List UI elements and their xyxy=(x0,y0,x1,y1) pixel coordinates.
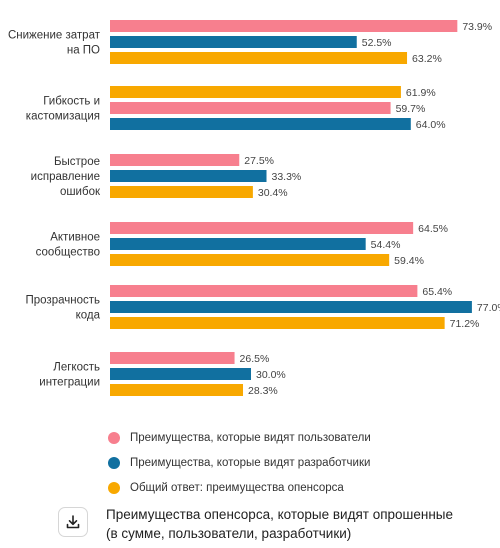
bar-developers xyxy=(110,238,366,250)
data-label-users: 64.5% xyxy=(418,223,448,235)
chart-footer: Преимущества опенсорса, которые видят оп… xyxy=(58,505,478,543)
bar-users xyxy=(110,222,414,234)
data-label-developers: 33.3% xyxy=(272,171,302,183)
data-label-users: 26.5% xyxy=(240,353,270,365)
data-label-users: 59.7% xyxy=(396,103,426,115)
category-label: Снижение затрат xyxy=(8,30,101,42)
data-label-developers: 52.5% xyxy=(362,37,392,49)
bar-developers xyxy=(110,301,472,313)
bar-developers xyxy=(110,368,251,380)
caption-line-1: Преимущества опенсорса, которые видят оп… xyxy=(106,507,453,522)
bar-overall xyxy=(110,186,253,198)
category-label: Активное xyxy=(50,232,100,244)
download-button[interactable] xyxy=(58,507,88,537)
data-label-overall: 71.2% xyxy=(450,318,480,330)
data-label-overall: 61.9% xyxy=(406,87,436,99)
legend: Преимущества, которые видят пользователи… xyxy=(108,425,371,500)
category-label: кода xyxy=(76,310,101,322)
legend-label-overall: Общий ответ: преимущества опенсорса xyxy=(130,481,344,494)
legend-label-developers: Преимущества, которые видят разработчики xyxy=(130,456,371,469)
data-label-developers: 54.4% xyxy=(371,239,401,251)
chart-caption: Преимущества опенсорса, которые видят оп… xyxy=(106,505,453,543)
category-label: сообщество xyxy=(36,247,100,259)
data-label-overall: 28.3% xyxy=(248,385,278,397)
data-label-users: 27.5% xyxy=(244,155,274,167)
bar-users xyxy=(110,154,240,166)
legend-swatch-developers xyxy=(108,456,120,469)
bar-overall xyxy=(110,86,401,98)
category-label: ошибок xyxy=(60,186,101,198)
bar-overall xyxy=(110,254,390,266)
category-label: Быстрое xyxy=(54,156,100,168)
bar-chart: Снижение затрат на ПО 73.9% 52.5% 63.2% Гибко… xyxy=(8,20,500,397)
bar-developers xyxy=(110,118,411,130)
bar-overall xyxy=(110,52,408,64)
legend-item-developers: Преимущества, которые видят разработчики xyxy=(108,450,371,475)
category-label: на ПО xyxy=(67,45,100,57)
legend-swatch-users xyxy=(108,431,120,444)
category-label: Прозрачность xyxy=(26,295,101,307)
category-label: Легкость xyxy=(53,362,100,374)
legend-label-users: Преимущества, которые видят пользователи xyxy=(130,431,371,444)
bar-users xyxy=(110,102,391,114)
data-label-developers: 30.0% xyxy=(256,369,286,381)
data-label-users: 73.9% xyxy=(462,21,492,33)
legend-swatch-overall xyxy=(108,481,120,494)
caption-line-2: (в сумме, пользователи, разработчики) xyxy=(106,526,352,541)
bar-overall xyxy=(110,384,244,396)
download-icon xyxy=(66,515,80,529)
legend-item-overall: Общий ответ: преимущества опенсорса xyxy=(108,475,371,500)
data-label-users: 65.4% xyxy=(422,286,452,298)
data-label-developers: 64.0% xyxy=(416,119,446,131)
bar-developers xyxy=(110,36,357,48)
data-label-overall: 63.2% xyxy=(412,53,442,65)
data-label-overall: 59.4% xyxy=(394,255,424,267)
category-label: Гибкость и xyxy=(43,96,100,108)
category-label: кастомизация xyxy=(26,111,100,123)
legend-item-users: Преимущества, которые видят пользователи xyxy=(108,425,371,450)
data-label-developers: 77.0% xyxy=(477,302,500,314)
bar-users xyxy=(110,285,418,297)
data-label-overall: 30.4% xyxy=(258,187,288,199)
bar-users xyxy=(110,20,458,32)
category-label: интеграции xyxy=(39,377,100,389)
category-label: исправление xyxy=(31,171,100,183)
bar-developers xyxy=(110,170,267,182)
bar-users xyxy=(110,352,235,364)
bar-overall xyxy=(110,317,445,329)
